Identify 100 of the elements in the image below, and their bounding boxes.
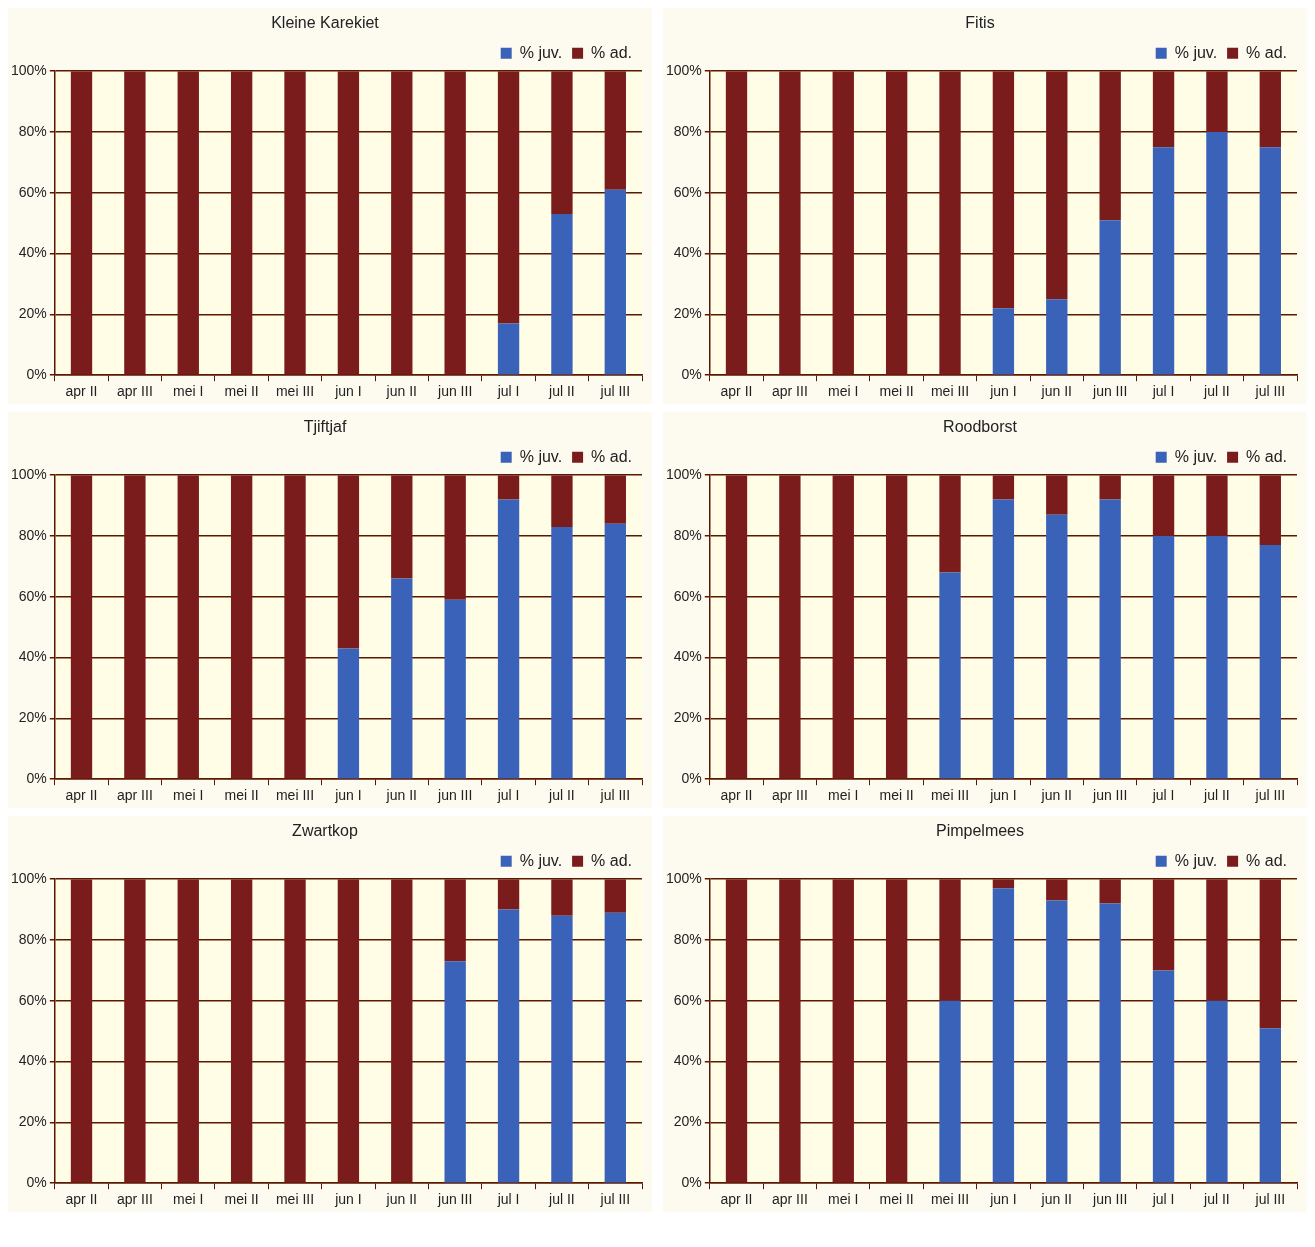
y-tick-label: 40% [673,244,702,261]
bar [337,475,360,649]
x-tick-label: jun II [385,383,417,400]
y-tick-label: 0% [26,770,47,787]
x-tick-label: jul II [548,383,575,400]
x-tick-label: jun I [334,1191,362,1208]
legend-label: % juv. [1174,43,1218,61]
y-tick-label: 100% [10,62,47,79]
legend-label: % juv. [1174,851,1218,869]
x-tick-label: jun III [437,1191,473,1208]
bar [1046,900,1068,1183]
y-tick-label: 20% [18,1113,47,1130]
y-tick-label: 20% [673,1113,702,1130]
y-tick-label: 80% [18,526,47,543]
bar [1099,475,1121,500]
y-tick-label: 0% [26,1174,47,1191]
bar [1152,71,1175,148]
bar [779,475,801,779]
x-tick-label: mei III [930,1191,970,1208]
bar [832,879,854,1183]
bar [391,879,413,1183]
bar [551,214,573,375]
bar [779,879,801,1183]
legend-label: % ad. [1246,851,1288,869]
x-tick-label: mei III [275,787,315,804]
chart-title: Fitis [965,14,995,32]
bar [885,475,908,779]
bar [444,71,466,375]
x-tick-label: jul II [1203,383,1230,400]
legend-label: % juv. [1174,447,1218,465]
bar [1259,545,1281,779]
x-tick-label: mei III [930,787,970,804]
y-tick-label: 40% [673,1052,702,1069]
x-tick-label: jul III [1254,1191,1286,1208]
x-tick-label: jul II [1203,1191,1230,1208]
x-tick-label: jun III [1092,383,1128,400]
bar [1152,879,1175,971]
bar [177,71,199,375]
y-tick-label: 60% [18,587,47,604]
bar [124,71,146,375]
bar [885,879,908,1183]
y-tick-label: 100% [665,870,702,887]
bar [992,475,1015,500]
bar [604,912,626,1183]
bar [1152,475,1175,536]
bar [1099,879,1121,904]
bar [1152,536,1175,779]
bar [70,71,93,375]
bar [992,71,1015,309]
x-tick-label: apr III [771,383,808,400]
y-tick-label: 0% [681,366,702,383]
bar [779,71,801,375]
bar [284,475,306,779]
y-tick-label: 0% [26,366,47,383]
x-tick-label: jul III [1254,383,1286,400]
x-tick-label: jul I [496,787,520,804]
bar [497,475,520,500]
bar [444,599,466,779]
bar [497,909,520,1183]
y-tick-label: 100% [665,62,702,79]
x-tick-label: jul I [496,383,520,400]
x-tick-label: jun I [989,1191,1017,1208]
bar [497,323,520,375]
x-tick-label: mei I [828,1191,859,1208]
x-tick-label: apr III [116,787,153,804]
bar [725,879,748,1183]
x-tick-label: jun I [989,787,1017,804]
bar [70,475,93,779]
bar [1259,475,1281,546]
x-tick-label: apr II [720,787,753,804]
bar [124,475,146,779]
y-tick-label: 0% [681,1174,702,1191]
y-tick-label: 20% [18,709,47,726]
chart-title: Kleine Karekiet [271,14,380,32]
bar [1206,132,1228,375]
legend-label: % ad. [1246,43,1288,61]
x-tick-label: mei I [828,787,859,804]
bar [1259,879,1281,1029]
x-tick-label: jul III [599,787,631,804]
bar [1046,514,1068,779]
x-tick-label: jul III [1254,787,1286,804]
x-tick-label: jun I [334,383,362,400]
x-tick-label: jun I [334,787,362,804]
y-tick-label: 20% [18,305,47,322]
bar [604,523,626,779]
y-tick-label: 80% [18,122,47,139]
x-tick-label: jul II [1203,787,1230,804]
chart-title: Roodborst [943,418,1018,436]
bar [1152,147,1175,375]
bar [444,475,466,600]
bar [177,879,199,1183]
x-tick-label: jul I [496,1191,520,1208]
x-tick-label: apr III [771,1191,808,1208]
x-tick-label: apr II [65,383,98,400]
bar [939,71,961,375]
y-tick-label: 80% [673,930,702,947]
y-tick-label: 60% [673,991,702,1008]
bar [177,475,199,779]
bar [939,879,961,1001]
bar [497,499,520,779]
